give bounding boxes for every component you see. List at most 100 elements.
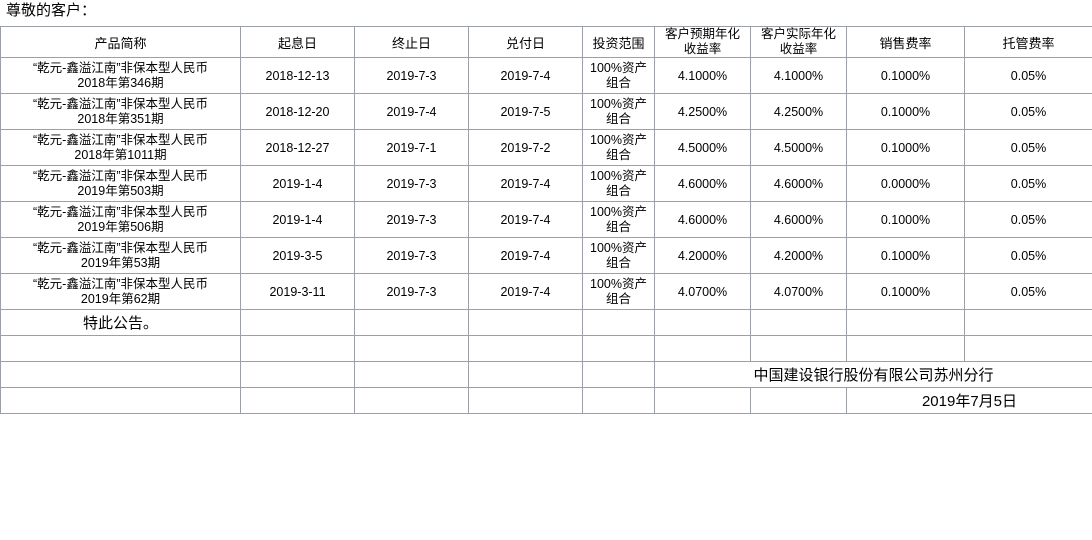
empty-cell (964, 309, 1092, 336)
cell-actual-rate: 4.2500% (750, 93, 847, 130)
empty-cell (0, 335, 241, 362)
empty-cell (582, 335, 655, 362)
cell-pay-date: 2019-7-4 (468, 57, 583, 94)
cell-product-name: “乾元-鑫溢江南”非保本型人民币 2018年第351期 (0, 93, 241, 130)
cell-sales-fee: 0.1000% (846, 57, 965, 94)
empty-cell (750, 335, 847, 362)
cell-product-name: “乾元-鑫溢江南”非保本型人民币 2018年第1011期 (0, 129, 241, 166)
cell-expected-rate: 4.2000% (654, 237, 751, 274)
table-row: “乾元-鑫溢江南”非保本型人民币 2018年第1011期 2018-12-27 … (0, 129, 1092, 166)
empty-cell (354, 309, 469, 336)
cell-investment-scope: 100%资产 组合 (582, 129, 655, 166)
empty-cell (654, 335, 751, 362)
cell-product-name: “乾元-鑫溢江南”非保本型人民币 2018年第346期 (0, 57, 241, 94)
cell-start-date: 2018-12-27 (240, 129, 355, 166)
cell-sales-fee: 0.0000% (846, 165, 965, 202)
cell-pay-date: 2019-7-4 (468, 165, 583, 202)
cell-actual-rate: 4.1000% (750, 57, 847, 94)
scope-line1: 100%资产 (590, 240, 647, 255)
cell-end-date: 2019-7-3 (354, 273, 469, 310)
column-header-investment-scope: 投资范围 (582, 26, 655, 58)
cell-custody-fee: 0.05% (964, 165, 1092, 202)
cell-actual-rate: 4.6000% (750, 201, 847, 238)
empty-cell (654, 387, 751, 414)
cell-expected-rate: 4.2500% (654, 93, 751, 130)
product-name-line1: “乾元-鑫溢江南”非保本型人民币 (33, 240, 208, 255)
product-name-line1: “乾元-鑫溢江南”非保本型人民币 (33, 96, 208, 111)
cell-investment-scope: 100%资产 组合 (582, 201, 655, 238)
scope-line2: 组合 (605, 255, 631, 270)
cell-end-date: 2019-7-3 (354, 237, 469, 274)
cell-investment-scope: 100%资产 组合 (582, 57, 655, 94)
column-header-actual-rate: 客户实际年化 收益率 (750, 26, 847, 58)
cell-start-date: 2019-1-4 (240, 165, 355, 202)
empty-cell (582, 309, 655, 336)
empty-cell (846, 309, 965, 336)
empty-cell (468, 309, 583, 336)
product-name-line2: 2019年第62期 (80, 291, 161, 306)
cell-start-date: 2018-12-13 (240, 57, 355, 94)
cell-investment-scope: 100%资产 组合 (582, 273, 655, 310)
signature-date-row: 2019年7月5日 (0, 387, 1092, 414)
column-header-expected-rate: 客户预期年化 收益率 (654, 26, 751, 58)
cell-actual-rate: 4.5000% (750, 129, 847, 166)
scope-line2: 组合 (605, 111, 631, 126)
column-header-expected-rate-line1: 客户预期年化 (664, 27, 740, 41)
cell-start-date: 2018-12-20 (240, 93, 355, 130)
cell-expected-rate: 4.1000% (654, 57, 751, 94)
scope-line2: 组合 (605, 219, 631, 234)
table-row: “乾元-鑫溢江南”非保本型人民币 2019年第506期 2019-1-4 201… (0, 201, 1092, 238)
scope-line2: 组合 (605, 147, 631, 162)
empty-cell (240, 335, 355, 362)
cell-investment-scope: 100%资产 组合 (582, 237, 655, 274)
column-header-start-date: 起息日 (240, 26, 355, 58)
cell-sales-fee: 0.1000% (846, 237, 965, 274)
cell-custody-fee: 0.05% (964, 93, 1092, 130)
cell-custody-fee: 0.05% (964, 57, 1092, 94)
column-header-expected-rate-line2: 收益率 (683, 42, 722, 56)
scope-line2: 组合 (605, 75, 631, 90)
cell-sales-fee: 0.1000% (846, 129, 965, 166)
cell-product-name: “乾元-鑫溢江南”非保本型人民币 2019年第53期 (0, 237, 241, 274)
product-name-line1: “乾元-鑫溢江南”非保本型人民币 (33, 60, 208, 75)
product-name-line1: “乾元-鑫溢江南”非保本型人民币 (33, 276, 208, 291)
empty-cell (354, 361, 469, 388)
column-header-actual-rate-line1: 客户实际年化 (760, 27, 836, 41)
cell-custody-fee: 0.05% (964, 201, 1092, 238)
cell-sales-fee: 0.1000% (846, 201, 965, 238)
cell-custody-fee: 0.05% (964, 129, 1092, 166)
empty-cell (240, 387, 355, 414)
cell-end-date: 2019-7-3 (354, 165, 469, 202)
product-name-line1: “乾元-鑫溢江南”非保本型人民币 (33, 132, 208, 147)
cell-pay-date: 2019-7-5 (468, 93, 583, 130)
column-header-actual-rate-line2: 收益率 (779, 42, 818, 56)
product-name-line2: 2019年第503期 (77, 183, 164, 198)
product-name-line1: “乾元-鑫溢江南”非保本型人民币 (33, 204, 208, 219)
cell-end-date: 2019-7-3 (354, 57, 469, 94)
column-header-end-date: 终止日 (354, 26, 469, 58)
cell-sales-fee: 0.1000% (846, 273, 965, 310)
cell-custody-fee: 0.05% (964, 237, 1092, 274)
column-header-custody-fee: 托管费率 (964, 26, 1092, 58)
empty-cell (354, 335, 469, 362)
empty-cell (354, 387, 469, 414)
spacer-row (0, 335, 1092, 362)
column-header-product-name: 产品简称 (0, 26, 241, 58)
cell-actual-rate: 4.2000% (750, 237, 847, 274)
empty-cell (0, 387, 241, 414)
cell-product-name: “乾元-鑫溢江南”非保本型人民币 2019年第62期 (0, 273, 241, 310)
notice-text: 特此公告。 (0, 309, 241, 336)
empty-cell (964, 335, 1092, 362)
empty-cell (750, 387, 847, 414)
product-table: 产品简称 起息日 终止日 兑付日 投资范围 客户预期年化 收益率 客户实际年化 … (0, 26, 1092, 414)
cell-expected-rate: 4.6000% (654, 201, 751, 238)
cell-actual-rate: 4.0700% (750, 273, 847, 310)
signature-date: 2019年7月5日 (846, 387, 1092, 414)
cell-end-date: 2019-7-1 (354, 129, 469, 166)
cell-start-date: 2019-1-4 (240, 201, 355, 238)
empty-cell (582, 387, 655, 414)
empty-cell (468, 361, 583, 388)
cell-expected-rate: 4.5000% (654, 129, 751, 166)
scope-line1: 100%资产 (590, 276, 647, 291)
